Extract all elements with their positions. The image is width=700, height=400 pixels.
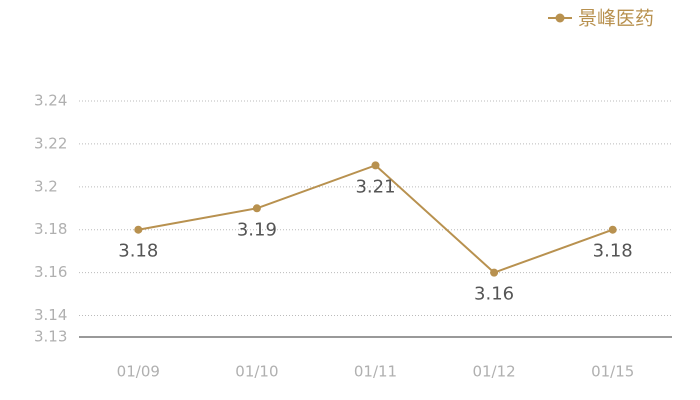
legend-label: 景峰医药 <box>578 8 654 30</box>
data-label: 3.19 <box>237 219 277 240</box>
x-tick-label: 01/12 <box>472 363 515 381</box>
data-label: 3.18 <box>593 241 633 262</box>
x-tick-label: 01/11 <box>354 363 397 381</box>
y-tick-label: 3.18 <box>34 220 67 238</box>
point <box>371 161 380 170</box>
data-label: 3.18 <box>118 241 158 262</box>
y-tick-label: 3.16 <box>34 263 67 281</box>
x-tick-label: 01/10 <box>235 363 278 381</box>
data-label: 3.21 <box>355 176 395 197</box>
point <box>490 268 499 277</box>
point <box>134 225 143 234</box>
y-tick-label: 3.14 <box>34 306 67 324</box>
data-label: 3.16 <box>474 284 514 305</box>
y-tick-label: 3.22 <box>34 134 67 152</box>
x-tick-label: 01/09 <box>117 363 160 381</box>
y-tick-label: 3.24 <box>34 92 67 110</box>
point <box>252 204 261 213</box>
y-tick-label: 3.13 <box>34 328 67 346</box>
x-tick-label: 01/15 <box>591 363 634 381</box>
y-tick-label: 3.2 <box>34 177 58 195</box>
legend: 景峰医药 <box>548 8 654 30</box>
legend-marker <box>555 13 565 23</box>
point <box>608 225 617 234</box>
